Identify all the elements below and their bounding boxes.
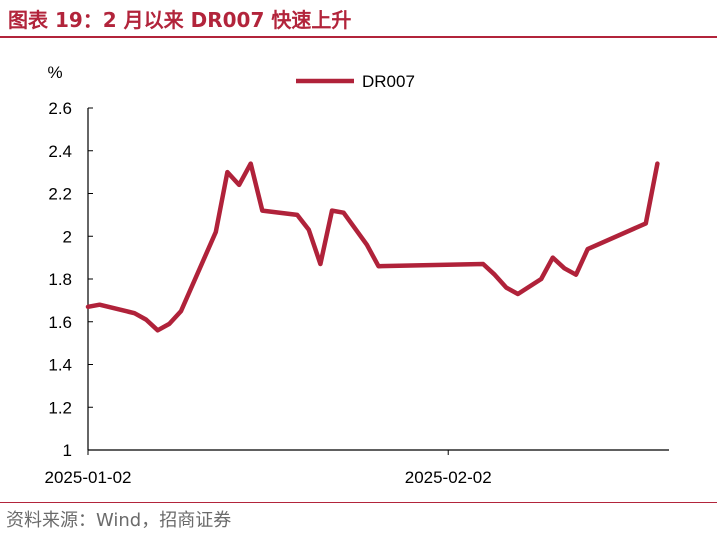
y-tick-label: 2 — [63, 227, 72, 246]
y-axis-ticks: 1 1.2 1.4 1.6 1.8 2 2.2 2.4 2.6 — [48, 99, 93, 460]
title-divider — [0, 36, 717, 38]
dr007-line-chart: % DR007 1 1.2 1.4 1.6 1.8 2 2.2 2.4 2.6 2025-01-… — [45, 63, 669, 487]
y-tick-label: 2.2 — [48, 185, 72, 204]
source-divider — [0, 502, 717, 503]
y-tick-label: 2.6 — [48, 99, 72, 118]
source-note: 资料来源：Wind，招商证券 — [6, 510, 232, 531]
y-axis-unit-label: % — [47, 63, 62, 82]
y-tick-label: 1.2 — [48, 398, 72, 417]
x-tick-label: 2025-02-02 — [405, 468, 492, 487]
plot-area — [85, 161, 660, 333]
y-tick-label: 2.4 — [48, 142, 72, 161]
y-tick-label: 1.6 — [48, 313, 72, 332]
chart-title: 图表 19：2 月以来 DR007 快速上升 — [8, 8, 352, 32]
legend-label-dr007: DR007 — [362, 72, 415, 91]
axes — [87, 108, 669, 451]
y-tick-label: 1 — [63, 441, 72, 460]
x-axis-ticks: 2025-01-02 2025-02-02 — [45, 450, 492, 487]
legend: DR007 — [296, 72, 415, 91]
y-tick-label: 1.8 — [48, 270, 72, 289]
y-tick-label: 1.4 — [48, 356, 72, 375]
series-line-dr007 — [85, 161, 660, 333]
x-tick-label: 2025-01-02 — [45, 468, 132, 487]
